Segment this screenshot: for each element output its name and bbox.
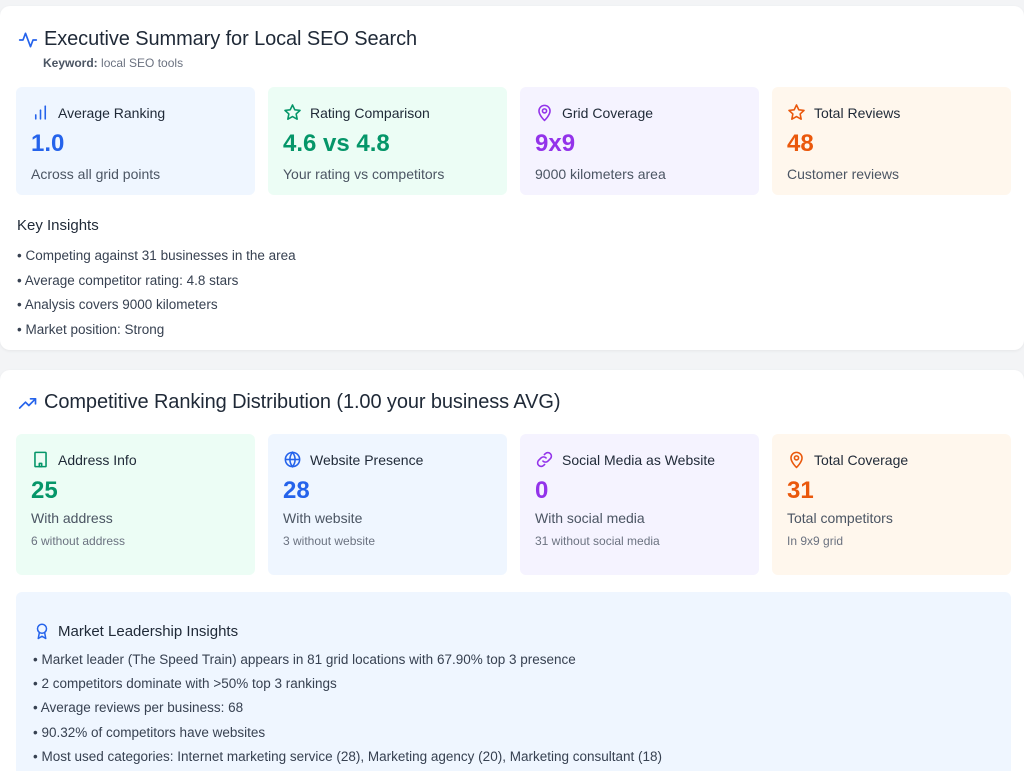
summary-title: Executive Summary for Local SEO Search	[44, 28, 418, 50]
card-subtext: Your rating vs competitors	[283, 166, 445, 182]
activity-icon	[18, 32, 38, 48]
card-subtext: With website	[283, 510, 363, 526]
market-leadership-title: Market Leadership Insights	[58, 622, 239, 640]
card-note: 3 without website	[283, 534, 376, 548]
list-item: Average reviews per business: 68	[33, 696, 662, 720]
card-value: 48	[787, 130, 814, 157]
card-value: 4.6 vs 4.8	[283, 130, 390, 157]
distribution-title: Competitive Ranking Distribution (1.00 y…	[44, 391, 561, 413]
card-subtext: Customer reviews	[787, 166, 900, 182]
list-item: Average competitor rating: 4.8 stars	[17, 269, 296, 294]
average-ranking-card: Average Ranking 1.0 Across all grid poin…	[16, 87, 255, 195]
bar-chart-icon	[34, 105, 47, 120]
list-item: 2 competitors dominate with >50% top 3 r…	[33, 672, 662, 696]
building-icon	[34, 451, 47, 468]
link-icon	[536, 451, 553, 468]
trending-up-icon	[18, 397, 37, 409]
card-label: Total Reviews	[814, 104, 901, 121]
list-item: Market leader (The Speed Train) appears …	[33, 648, 662, 672]
key-insights-title: Key Insights	[17, 217, 99, 234]
star-icon	[284, 104, 301, 120]
card-subtext: With address	[31, 510, 113, 526]
card-note: 6 without address	[31, 534, 126, 548]
market-leadership-box: Market Leadership Insights Market leader…	[16, 592, 1011, 771]
card-note: In 9x9 grid	[787, 534, 844, 548]
card-note: 31 without social media	[535, 534, 660, 548]
key-insights-list: Competing against 31 businesses in the a…	[17, 244, 296, 342]
card-value: 25	[31, 477, 58, 504]
star-icon	[788, 104, 805, 120]
social-media-card: Social Media as Website 0 With social me…	[520, 434, 759, 575]
card-subtext: 9000 kilometers area	[535, 166, 666, 182]
map-pin-icon	[538, 104, 551, 122]
grid-coverage-card: Grid Coverage 9x9 9000 kilometers area	[520, 87, 759, 195]
total-coverage-card: Total Coverage 31 Total competitors In 9…	[772, 434, 1011, 575]
summary-header: Executive Summary for Local SEO Search	[18, 28, 417, 51]
card-label: Social Media as Website	[562, 451, 716, 468]
card-label: Website Presence	[310, 451, 424, 468]
card-value: 9x9	[535, 130, 576, 157]
competitive-distribution-panel: Competitive Ranking Distribution (1.00 y…	[0, 370, 1024, 771]
card-label: Address Info	[58, 451, 137, 468]
card-label: Total Coverage	[814, 451, 909, 468]
card-subtext: With social media	[535, 510, 645, 526]
address-info-card: Address Info 25 With address 6 without a…	[16, 434, 255, 575]
list-item: Analysis covers 9000 kilometers	[17, 293, 296, 318]
card-value: 0	[535, 477, 549, 504]
card-label: Average Ranking	[58, 104, 166, 121]
keyword-label: Keyword:	[43, 56, 98, 70]
list-item: Market position: Strong	[17, 318, 296, 343]
card-label: Grid Coverage	[562, 104, 654, 121]
executive-summary-panel: Executive Summary for Local SEO Search K…	[0, 6, 1024, 350]
total-reviews-card: Total Reviews 48 Customer reviews	[772, 87, 1011, 195]
keyword-value: local SEO tools	[101, 56, 184, 70]
market-leadership-list: Market leader (The Speed Train) appears …	[33, 648, 662, 769]
distribution-header: Competitive Ranking Distribution (1.00 y…	[18, 391, 560, 414]
card-value: 1.0	[31, 130, 65, 157]
rating-comparison-card: Rating Comparison 4.6 vs 4.8 Your rating…	[268, 87, 507, 195]
globe-icon	[284, 451, 301, 468]
map-pin-icon	[790, 451, 803, 469]
card-subtext: Across all grid points	[31, 166, 161, 182]
card-subtext: Total competitors	[787, 510, 893, 526]
list-item: Competing against 31 businesses in the a…	[17, 244, 295, 269]
award-icon	[36, 623, 48, 640]
list-item: 90.32% of competitors have websites	[33, 721, 662, 745]
keyword-line: Keyword: local SEO tools	[43, 56, 183, 70]
card-value: 28	[283, 477, 310, 504]
card-value: 31	[787, 477, 814, 504]
card-label: Rating Comparison	[310, 104, 430, 121]
list-item: Most used categories: Internet marketing…	[33, 745, 662, 769]
website-presence-card: Website Presence 28 With website 3 witho…	[268, 434, 507, 575]
